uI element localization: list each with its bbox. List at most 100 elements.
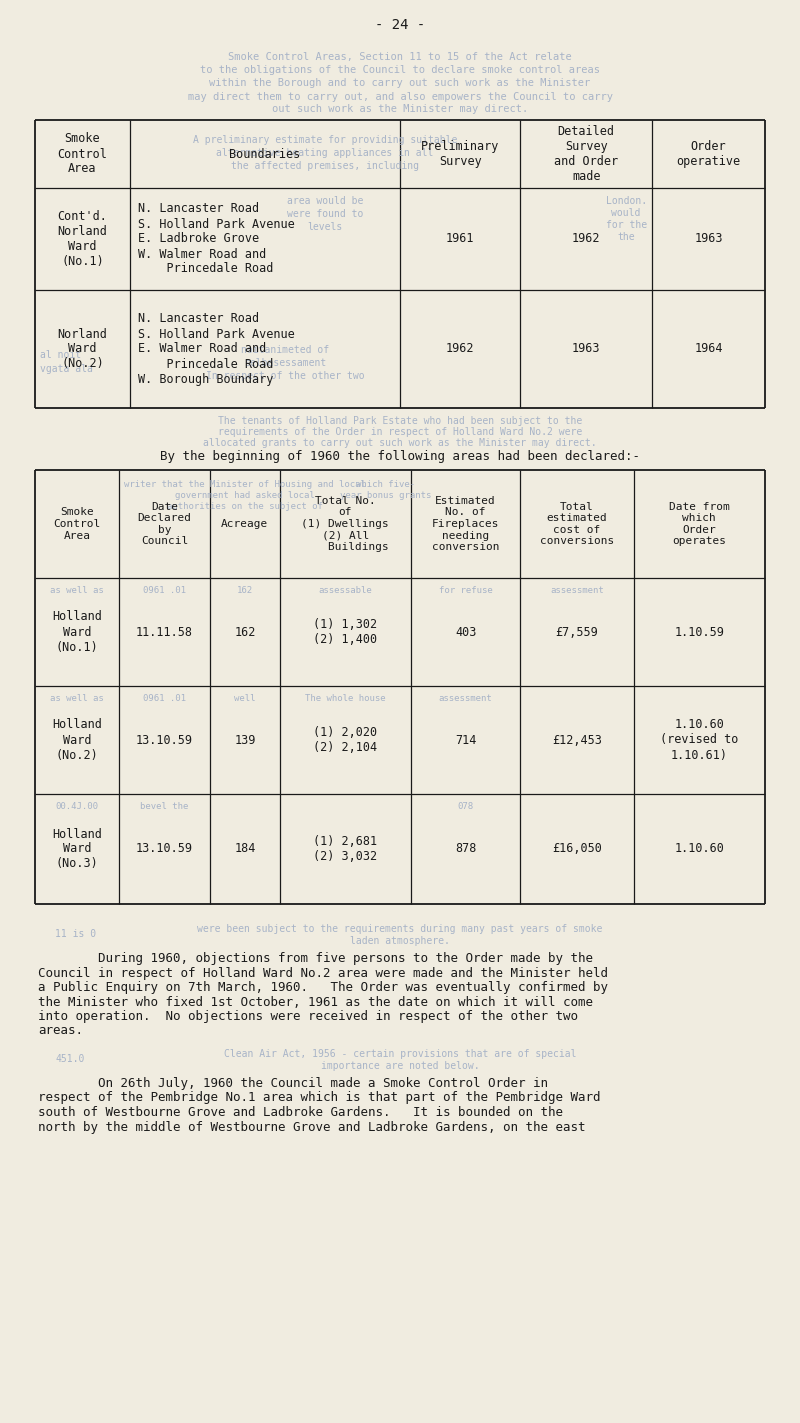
Text: Order
operative: Order operative — [676, 139, 741, 168]
Text: A preliminary estimate for providing suitable: A preliminary estimate for providing sui… — [193, 135, 457, 145]
Text: as well as: as well as — [50, 586, 104, 595]
Text: 00.4J.00: 00.4J.00 — [55, 803, 98, 811]
Text: N. Lancaster Road
S. Holland Park Avenue
E. Ladbroke Grove
W. Walmer Road and
  : N. Lancaster Road S. Holland Park Avenue… — [138, 202, 294, 276]
Text: 11 is 0: 11 is 0 — [55, 929, 96, 939]
Text: assessment: assessment — [439, 694, 493, 703]
Text: Estimated
No. of
Fireplaces
needing
conversion: Estimated No. of Fireplaces needing conv… — [432, 495, 499, 552]
Text: 139: 139 — [234, 733, 255, 747]
Text: were found to: were found to — [286, 209, 363, 219]
Text: assessable: assessable — [318, 586, 372, 595]
Text: the: the — [618, 232, 635, 242]
Text: vgata ala: vgata ala — [40, 364, 93, 374]
Text: may direct them to carry out, and also empowers the Council to carry: may direct them to carry out, and also e… — [187, 92, 613, 102]
Text: £7,559: £7,559 — [556, 626, 598, 639]
Text: government had asked local: government had asked local — [174, 491, 314, 499]
Text: 714: 714 — [455, 733, 476, 747]
Text: into operation.  No objections were received in respect of the other two: into operation. No objections were recei… — [38, 1010, 578, 1023]
Text: year bonus grants: year bonus grants — [339, 491, 431, 499]
Text: 878: 878 — [455, 842, 476, 855]
Text: Norland
Ward
(No.2): Norland Ward (No.2) — [58, 327, 107, 370]
Text: north by the middle of Westbourne Grove and Ladbroke Gardens, on the east: north by the middle of Westbourne Grove … — [38, 1120, 586, 1134]
Text: south of Westbourne Grove and Ladbroke Gardens.   It is bounded on the: south of Westbourne Grove and Ladbroke G… — [38, 1106, 563, 1118]
Text: Holland
Ward
(No.1): Holland Ward (No.1) — [52, 610, 102, 653]
Text: well: well — [234, 694, 256, 703]
Text: 1963: 1963 — [572, 343, 601, 356]
Text: - 24 -: - 24 - — [375, 18, 425, 31]
Text: Smoke
Control
Area: Smoke Control Area — [54, 508, 101, 541]
Text: selbasessament: selbasessament — [244, 359, 326, 369]
Text: 403: 403 — [455, 626, 476, 639]
Text: Holland
Ward
(No.3): Holland Ward (No.3) — [52, 828, 102, 871]
Text: as well as: as well as — [50, 694, 104, 703]
Text: al noit: al noit — [40, 350, 81, 360]
Text: noitanimeted of: noitanimeted of — [241, 344, 329, 354]
Text: London.: London. — [606, 196, 646, 206]
Text: requirements of the Order in respect of Holland Ward No.2 were: requirements of the Order in respect of … — [218, 427, 582, 437]
Text: In respect of the other two: In respect of the other two — [206, 371, 364, 381]
Text: which five-: which five- — [356, 480, 415, 490]
Text: 1962: 1962 — [446, 343, 474, 356]
Text: (1) 1,302
(2) 1,400: (1) 1,302 (2) 1,400 — [313, 618, 378, 646]
Text: to the obligations of the Council to declare smoke control areas: to the obligations of the Council to dec… — [200, 65, 600, 75]
Text: (1) 2,681
(2) 3,032: (1) 2,681 (2) 3,032 — [313, 835, 378, 862]
Text: The tenants of Holland Park Estate who had been subject to the: The tenants of Holland Park Estate who h… — [218, 416, 582, 425]
Text: bevel the: bevel the — [140, 803, 189, 811]
Text: for refuse: for refuse — [439, 586, 493, 595]
Text: 1962: 1962 — [572, 232, 601, 246]
Text: £16,050: £16,050 — [552, 842, 602, 855]
Text: a Public Enquiry on 7th March, 1960.   The Order was eventually confirmed by: a Public Enquiry on 7th March, 1960. The… — [38, 980, 608, 995]
Text: Detailed
Survey
and Order
made: Detailed Survey and Order made — [554, 125, 618, 184]
Text: Clean Air Act, 1956 - certain provisions that are of special: Clean Air Act, 1956 - certain provisions… — [224, 1049, 576, 1059]
Text: 162: 162 — [234, 626, 255, 639]
Text: Holland
Ward
(No.2): Holland Ward (No.2) — [52, 719, 102, 761]
Text: areas.: areas. — [38, 1025, 83, 1037]
Text: 1.10.60: 1.10.60 — [674, 842, 724, 855]
Text: N. Lancaster Road
S. Holland Park Avenue
E. Walmer Road and
    Princedale Road
: N. Lancaster Road S. Holland Park Avenue… — [138, 313, 294, 386]
Text: 1964: 1964 — [694, 343, 722, 356]
Text: 162: 162 — [237, 586, 253, 595]
Text: respect of the Pembridge No.1 area which is that part of the Pembridge Ward: respect of the Pembridge No.1 area which… — [38, 1091, 601, 1104]
Text: 11.11.58: 11.11.58 — [136, 626, 193, 639]
Text: levels: levels — [307, 222, 342, 232]
Text: laden atmosphere.: laden atmosphere. — [350, 936, 450, 946]
Text: 1.10.60
(revised to
1.10.61): 1.10.60 (revised to 1.10.61) — [660, 719, 738, 761]
Text: 451.0: 451.0 — [55, 1054, 84, 1064]
Text: 1963: 1963 — [694, 232, 722, 246]
Text: 078: 078 — [458, 803, 474, 811]
Text: allocated grants to carry out such work as the Minister may direct.: allocated grants to carry out such work … — [203, 438, 597, 448]
Text: 1961: 1961 — [446, 232, 474, 246]
Text: within the Borough and to carry out such work as the Minister: within the Borough and to carry out such… — [210, 78, 590, 88]
Text: Date
Declared
by
Council: Date Declared by Council — [138, 501, 191, 546]
Text: Council in respect of Holland Ward No.2 area were made and the Minister held: Council in respect of Holland Ward No.2 … — [38, 966, 608, 979]
Text: Boundaries: Boundaries — [230, 148, 301, 161]
Text: The whole house: The whole house — [305, 694, 386, 703]
Text: On 26th July, 1960 the Council made a Smoke Control Order in: On 26th July, 1960 the Council made a Sm… — [38, 1077, 548, 1090]
Text: 1.10.59: 1.10.59 — [674, 626, 724, 639]
Text: would: would — [611, 208, 641, 218]
Text: for the: for the — [606, 221, 646, 231]
Text: Acreage: Acreage — [222, 519, 269, 529]
Text: Preliminary
Survey: Preliminary Survey — [421, 139, 499, 168]
Text: (1) 2,020
(2) 2,104: (1) 2,020 (2) 2,104 — [313, 726, 378, 754]
Text: By the beginning of 1960 the following areas had been declared:-: By the beginning of 1960 the following a… — [160, 450, 640, 462]
Text: 13.10.59: 13.10.59 — [136, 733, 193, 747]
Text: were been subject to the requirements during many past years of smoke: were been subject to the requirements du… — [198, 924, 602, 933]
Text: Smoke Control Areas, Section 11 to 15 of the Act relate: Smoke Control Areas, Section 11 to 15 of… — [228, 53, 572, 63]
Text: the affected premises, including: the affected premises, including — [231, 161, 419, 171]
Text: 0961 .01: 0961 .01 — [143, 586, 186, 595]
Text: 0961 .01: 0961 .01 — [143, 694, 186, 703]
Text: Total
estimated
cost of
conversions: Total estimated cost of conversions — [540, 501, 614, 546]
Text: assessment: assessment — [550, 586, 604, 595]
Text: importance are noted below.: importance are noted below. — [321, 1062, 479, 1072]
Text: 13.10.59: 13.10.59 — [136, 842, 193, 855]
Text: Cont'd.
Norland
Ward
(No.1): Cont'd. Norland Ward (No.1) — [58, 211, 107, 268]
Text: Date from
which
Order
operates: Date from which Order operates — [669, 501, 730, 546]
Text: Smoke
Control
Area: Smoke Control Area — [58, 132, 107, 175]
Text: alternative heating appliances in all: alternative heating appliances in all — [216, 148, 434, 158]
Text: writer that the Minister of Housing and local: writer that the Minister of Housing and … — [124, 480, 366, 490]
Text: Total No.
of
(1) Dwellings
(2) All
    Buildings: Total No. of (1) Dwellings (2) All Build… — [302, 495, 389, 552]
Text: 184: 184 — [234, 842, 255, 855]
Text: During 1960, objections from five persons to the Order made by the: During 1960, objections from five person… — [38, 952, 593, 965]
Text: area would be: area would be — [286, 196, 363, 206]
Text: the Minister who fixed 1st October, 1961 as the date on which it will come: the Minister who fixed 1st October, 1961… — [38, 996, 593, 1009]
